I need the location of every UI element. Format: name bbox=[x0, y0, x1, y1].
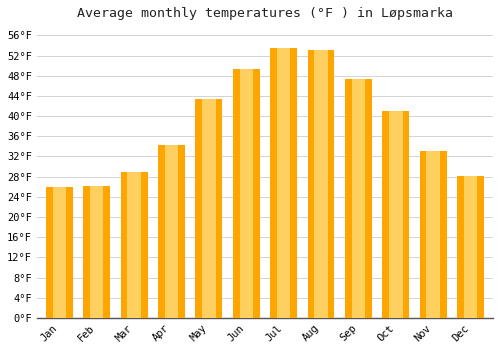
Bar bbox=[46, 187, 72, 318]
Bar bbox=[128, 172, 141, 318]
Bar bbox=[426, 152, 440, 318]
Bar bbox=[158, 145, 185, 318]
Bar bbox=[202, 99, 215, 318]
Bar bbox=[382, 111, 409, 318]
Title: Average monthly temperatures (°F ) in Løpsmarka: Average monthly temperatures (°F ) in Lø… bbox=[77, 7, 453, 20]
Bar bbox=[90, 186, 104, 318]
Bar bbox=[270, 49, 297, 318]
Bar bbox=[457, 176, 484, 318]
Bar bbox=[164, 145, 178, 318]
Bar bbox=[420, 152, 446, 318]
Bar bbox=[389, 111, 402, 318]
Bar bbox=[233, 69, 260, 318]
Bar bbox=[120, 172, 148, 318]
Bar bbox=[308, 50, 334, 318]
Bar bbox=[196, 99, 222, 318]
Bar bbox=[277, 49, 290, 318]
Bar bbox=[240, 69, 253, 318]
Bar bbox=[352, 79, 365, 318]
Bar bbox=[464, 176, 477, 318]
Bar bbox=[83, 186, 110, 318]
Bar bbox=[345, 79, 372, 318]
Bar bbox=[314, 50, 328, 318]
Bar bbox=[52, 187, 66, 318]
